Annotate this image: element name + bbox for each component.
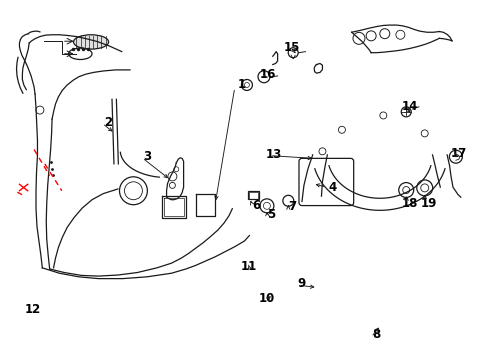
Text: 6: 6 xyxy=(252,199,260,212)
Text: 16: 16 xyxy=(259,68,276,81)
Text: 8: 8 xyxy=(371,328,379,341)
Text: 19: 19 xyxy=(420,197,436,210)
Text: 12: 12 xyxy=(24,303,41,316)
Text: 3: 3 xyxy=(142,150,151,163)
Text: 2: 2 xyxy=(104,116,112,129)
Text: 17: 17 xyxy=(450,147,466,159)
Text: 15: 15 xyxy=(284,41,300,54)
Text: 14: 14 xyxy=(401,100,417,113)
Text: 1: 1 xyxy=(238,78,245,91)
Text: 11: 11 xyxy=(240,260,256,273)
Text: 4: 4 xyxy=(327,181,336,194)
Text: 7: 7 xyxy=(287,201,296,213)
Ellipse shape xyxy=(73,35,108,49)
Bar xyxy=(249,192,258,199)
Text: 9: 9 xyxy=(297,278,305,291)
Text: 10: 10 xyxy=(258,292,274,305)
Text: 13: 13 xyxy=(265,148,281,161)
Bar xyxy=(248,192,259,199)
Text: 5: 5 xyxy=(266,208,275,221)
Text: 18: 18 xyxy=(401,197,417,210)
